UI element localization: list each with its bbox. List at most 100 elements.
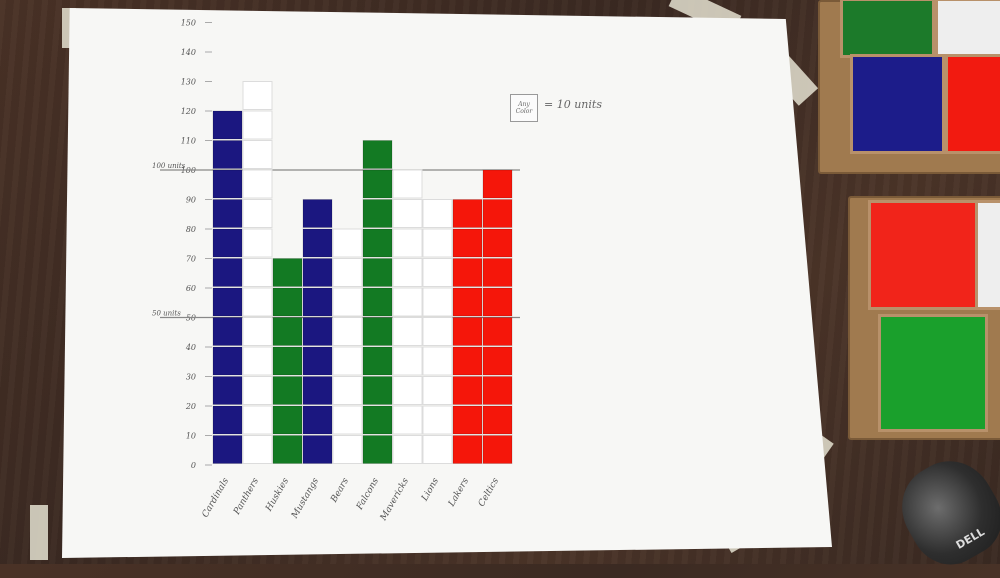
bar-lakers <box>452 199 483 464</box>
bar-tile <box>302 199 333 228</box>
bar-tile <box>452 317 483 346</box>
bar-tile <box>302 346 333 376</box>
bar-tile <box>302 317 333 346</box>
red-green-tile-tray <box>848 196 1000 440</box>
legend-tile-label: Color <box>515 108 533 115</box>
bar-tile <box>242 110 273 140</box>
bar-tile <box>212 317 243 346</box>
bar-tile <box>362 228 393 258</box>
bar-falcons <box>362 140 393 464</box>
bar-tile <box>272 435 303 464</box>
bar-tile <box>392 169 423 199</box>
bar-tile <box>362 405 393 435</box>
bar-tile <box>242 258 273 287</box>
bar-tile <box>212 140 243 169</box>
category-label: Lakers <box>446 476 471 509</box>
category-label: Huskies <box>264 476 292 514</box>
y-tick-label: 80 <box>186 225 196 234</box>
bar-tile <box>272 346 303 376</box>
bar-mustangs <box>302 199 333 464</box>
category-label: Cardinals <box>201 476 232 519</box>
bar-tile <box>422 376 453 405</box>
bar-tile <box>212 258 243 287</box>
bar-tile <box>452 376 483 405</box>
bar-tile <box>482 435 513 464</box>
bar-tile <box>482 317 513 346</box>
bar-tile <box>482 228 513 258</box>
bar-tile <box>452 346 483 376</box>
bar-tile <box>392 346 423 376</box>
bar-tile <box>272 405 303 435</box>
bar-tile <box>242 376 273 405</box>
bar-tile <box>272 258 303 287</box>
bar-tile <box>212 228 243 258</box>
y-tick-label: 70 <box>186 255 196 264</box>
bar-tile <box>452 435 483 464</box>
bar-tile <box>332 317 363 346</box>
bar-tile <box>242 317 273 346</box>
bar-tile <box>422 405 453 435</box>
bar-tile <box>362 287 393 317</box>
bar-tile <box>482 346 513 376</box>
bar-tile <box>332 258 363 287</box>
category-label: Bears <box>329 476 351 505</box>
bar-tile <box>242 228 273 258</box>
bar-tile <box>242 435 273 464</box>
bar-tile <box>452 258 483 287</box>
unit-guide-label: 50 units <box>152 310 181 318</box>
bar-tile <box>482 405 513 435</box>
y-tick-label: 90 <box>186 196 196 205</box>
category-label: Lions <box>420 476 442 504</box>
bar-tile <box>392 199 423 228</box>
bar-tile <box>302 287 333 317</box>
bar-tile <box>302 228 333 258</box>
bar-tile <box>362 169 393 199</box>
bar-tile <box>242 140 273 169</box>
y-tick-label: 110 <box>181 137 196 146</box>
bar-tile <box>272 287 303 317</box>
bar-tile <box>392 405 423 435</box>
bar-tile <box>362 140 393 169</box>
bar-tile <box>242 346 273 376</box>
bar-tile <box>482 199 513 228</box>
y-tick-label: 30 <box>186 373 196 382</box>
legend-tile: Any Color <box>510 94 538 122</box>
bar-tile <box>422 199 453 228</box>
bar-tile <box>332 346 363 376</box>
y-tick-label: 20 <box>185 402 196 411</box>
y-tick-label: 140 <box>181 48 196 57</box>
bar-tile <box>212 435 243 464</box>
category-label: Celtics <box>477 476 501 508</box>
bar-tile <box>242 169 273 199</box>
bar-tile <box>392 376 423 405</box>
bar-tile <box>362 258 393 287</box>
bar-tile <box>242 405 273 435</box>
bar-tile <box>212 110 243 140</box>
bar-tile <box>422 258 453 287</box>
bar-tile <box>422 287 453 317</box>
category-label: Falcons <box>355 476 382 512</box>
bar-tile <box>482 258 513 287</box>
bar-tile <box>452 405 483 435</box>
bar-cardinals <box>212 110 243 464</box>
y-tick-label: 0 <box>191 461 196 470</box>
bar-tile <box>452 228 483 258</box>
bar-tile <box>362 199 393 228</box>
bar-tile <box>332 435 363 464</box>
y-tick-label: 150 <box>181 19 196 28</box>
bar-tile <box>212 199 243 228</box>
bar-tile <box>362 346 393 376</box>
category-label: Panthers <box>232 476 262 517</box>
unit-guide-label: 100 units <box>152 162 186 170</box>
bar-tile <box>332 405 363 435</box>
bar-tile <box>362 435 393 464</box>
bar-tile <box>422 346 453 376</box>
green-white-tile-tray <box>818 0 1000 174</box>
category-label: Mustangs <box>290 476 322 521</box>
bar-tile <box>452 287 483 317</box>
bar-tile <box>302 258 333 287</box>
bar-tile <box>452 199 483 228</box>
y-tick-label: 120 <box>181 107 196 116</box>
bar-tile <box>482 169 513 199</box>
bar-tile <box>302 405 333 435</box>
